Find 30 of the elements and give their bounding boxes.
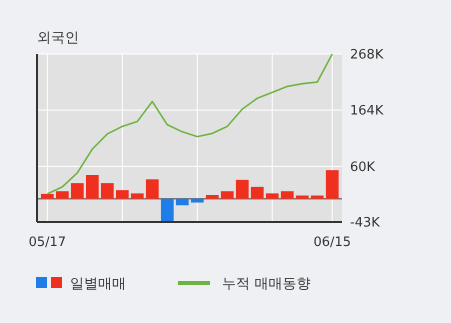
y-tick-label: -43K [350, 216, 380, 230]
x-tick-label: 05/17 [28, 235, 66, 250]
y-tick-label: 60K [350, 160, 376, 175]
bar [266, 193, 279, 199]
bar [86, 175, 99, 199]
chart-title: 외국인 [37, 30, 79, 46]
line-series [46, 53, 334, 195]
bar [116, 190, 129, 199]
legend-label: 일별매매 [70, 276, 126, 292]
bar [326, 170, 339, 199]
bar [40, 194, 54, 199]
x-tick-label: 06/15 [314, 235, 351, 250]
bar [296, 196, 309, 199]
y-tick-label: 268K [350, 48, 384, 62]
bar [236, 180, 249, 199]
bar [70, 183, 84, 199]
bar [190, 198, 204, 203]
bar [206, 194, 219, 199]
bar [130, 193, 144, 199]
bar [280, 191, 294, 199]
bar [310, 196, 324, 199]
y-tick-label: 164K [350, 104, 384, 119]
bar [250, 186, 264, 199]
bar [56, 191, 69, 199]
bar [176, 198, 189, 206]
bar [220, 191, 234, 199]
bar [146, 179, 159, 199]
bar [160, 198, 174, 222]
bar [100, 183, 114, 199]
legend-label: 누적 매매동향 [222, 276, 310, 292]
